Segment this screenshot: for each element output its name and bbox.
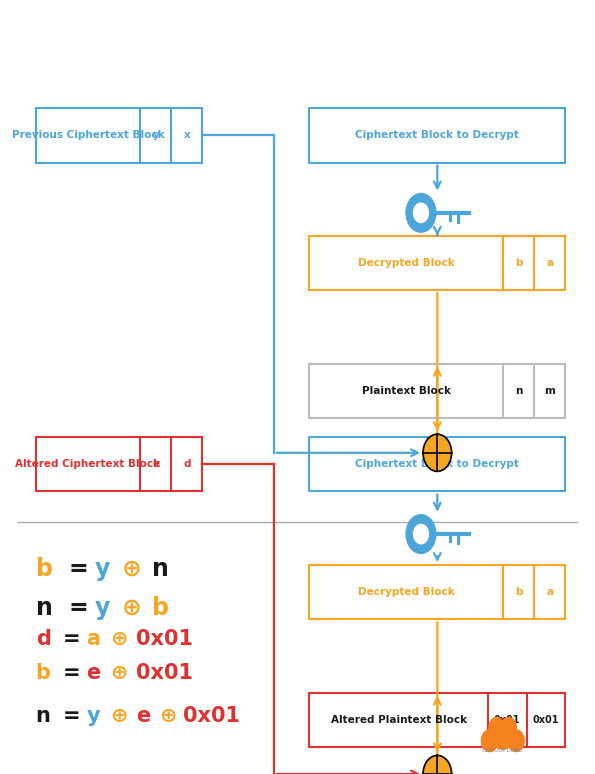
Text: n: n — [36, 706, 51, 726]
Circle shape — [508, 730, 524, 752]
Text: ⊕: ⊕ — [110, 706, 127, 726]
Text: =: = — [62, 628, 80, 649]
Text: d: d — [183, 460, 190, 469]
Text: Altered Ciphertext Block: Altered Ciphertext Block — [15, 460, 161, 469]
Text: d: d — [36, 628, 51, 649]
Text: a: a — [546, 259, 553, 268]
Circle shape — [481, 730, 498, 752]
Text: n: n — [515, 386, 522, 396]
Text: ⊕: ⊕ — [122, 595, 142, 620]
Bar — [309, 236, 565, 290]
Text: y: y — [86, 706, 100, 726]
Bar — [309, 437, 565, 491]
Text: =: = — [62, 706, 80, 726]
Text: =: = — [62, 663, 80, 683]
Text: y: y — [95, 595, 111, 620]
Text: b: b — [515, 587, 522, 597]
Text: a: a — [546, 587, 553, 597]
Circle shape — [423, 434, 452, 471]
Text: b: b — [515, 259, 522, 268]
Text: y: y — [95, 557, 111, 581]
Text: y: y — [152, 131, 159, 140]
Circle shape — [414, 204, 428, 223]
Text: Plaintext Block: Plaintext Block — [362, 386, 451, 396]
Text: Decrypted Block: Decrypted Block — [358, 259, 455, 268]
Text: Ciphertext Block to Decrypt: Ciphertext Block to Decrypt — [355, 460, 519, 469]
Text: a: a — [86, 628, 101, 649]
Text: n: n — [36, 595, 52, 620]
Text: b: b — [36, 663, 51, 683]
Text: ⊕: ⊕ — [110, 663, 127, 683]
Text: =: = — [68, 595, 88, 620]
Text: ⊕: ⊕ — [122, 557, 142, 581]
Text: ⊕: ⊕ — [159, 706, 177, 726]
Text: e: e — [152, 460, 159, 469]
Text: e: e — [136, 706, 150, 726]
Circle shape — [489, 717, 505, 738]
Text: b: b — [152, 595, 169, 620]
Text: n: n — [152, 557, 168, 581]
Bar — [36, 437, 202, 491]
Text: Decrypted Block: Decrypted Block — [358, 587, 455, 597]
Text: b: b — [36, 557, 53, 581]
Bar — [309, 108, 565, 163]
Text: =: = — [68, 557, 88, 581]
Text: 0x01: 0x01 — [533, 715, 559, 724]
Text: 0x01: 0x01 — [136, 663, 193, 683]
Text: Ciphertext Block to Decrypt: Ciphertext Block to Decrypt — [355, 131, 519, 140]
Bar — [309, 693, 565, 747]
Bar — [36, 108, 202, 163]
Bar — [309, 565, 565, 619]
Bar — [309, 364, 565, 418]
Circle shape — [423, 755, 452, 774]
Text: 0x01: 0x01 — [183, 706, 240, 726]
Text: x: x — [183, 131, 190, 140]
Text: m: m — [544, 386, 555, 396]
Text: Altered Plaintext Block: Altered Plaintext Block — [331, 715, 466, 724]
Text: 0x01: 0x01 — [494, 715, 521, 724]
Text: ⊕: ⊕ — [110, 628, 127, 649]
Circle shape — [406, 194, 436, 232]
Circle shape — [501, 717, 516, 738]
Circle shape — [406, 515, 436, 553]
Circle shape — [414, 525, 428, 543]
Text: e: e — [86, 663, 101, 683]
Text: Previous Ciphertext Block: Previous Ciphertext Block — [12, 131, 164, 140]
Text: 0x01: 0x01 — [136, 628, 193, 649]
Circle shape — [492, 721, 513, 749]
Text: CLOUDFLARE: CLOUDFLARE — [482, 748, 524, 753]
